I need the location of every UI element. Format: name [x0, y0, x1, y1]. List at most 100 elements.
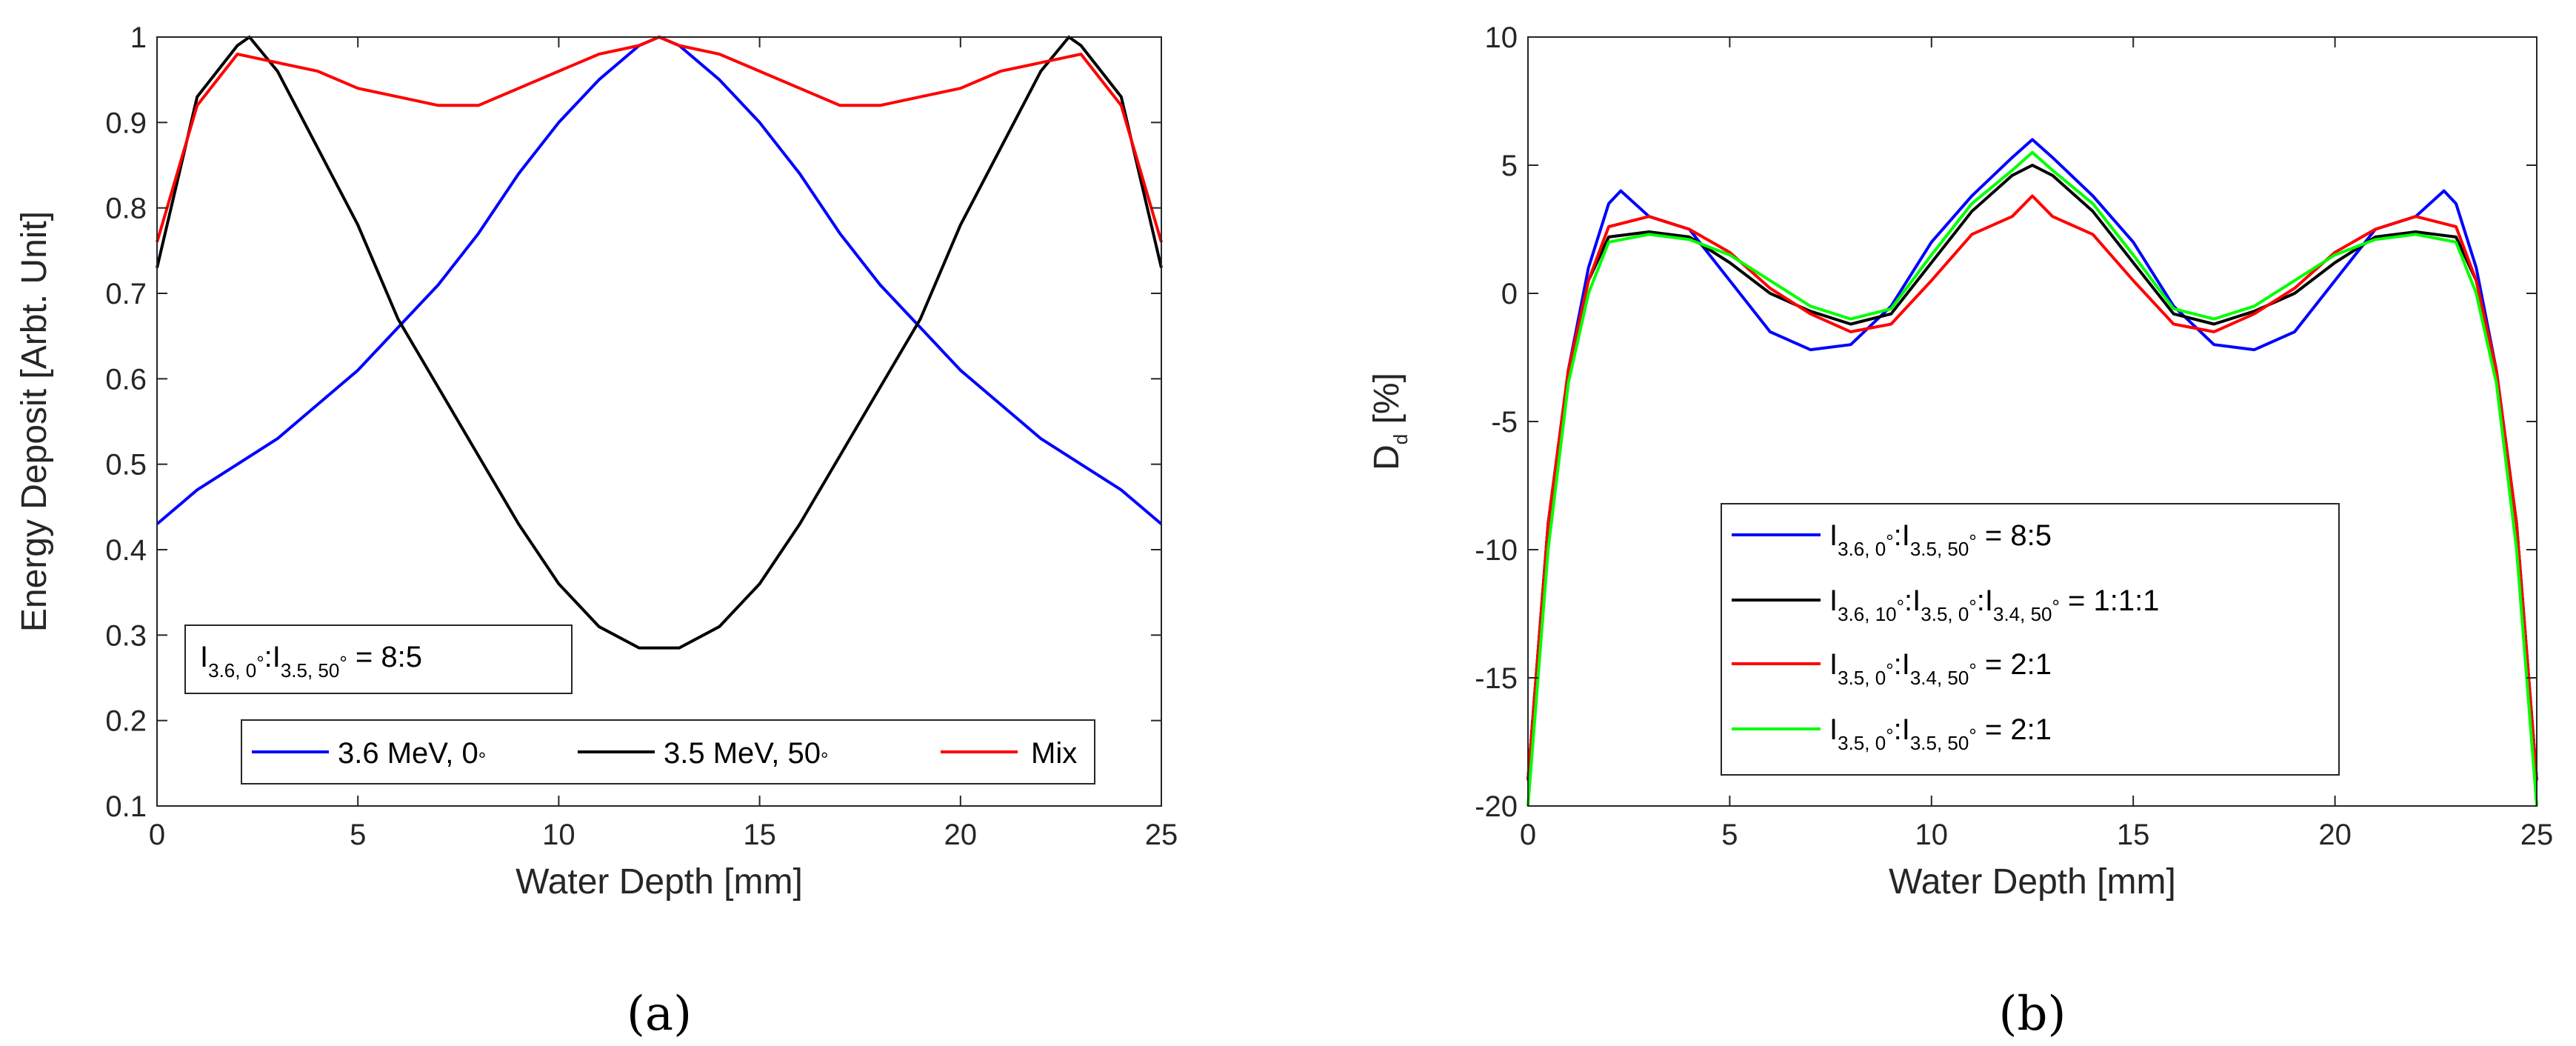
- series-line: [1526, 194, 2538, 781]
- label-part: I: [1829, 584, 1838, 617]
- legend-label: Mix: [1031, 737, 1077, 770]
- x-axis-label: Water Depth [mm]: [515, 862, 803, 902]
- legend-label: 3.6 MeV, 0°: [338, 737, 486, 770]
- x-tick-label: 20: [2318, 819, 2352, 851]
- y-tick-label: -15: [1475, 662, 1518, 695]
- chart-panel-a: 0 5 10 15 20 25 0.1 0.2 0.3 0.4 0.5 0.6 0.7 0.8 0.9 1 Wa…: [15, 21, 1178, 902]
- label-part: I: [1829, 713, 1838, 746]
- label-part: °: [1969, 596, 1976, 618]
- annotation-box: [184, 624, 573, 694]
- legend-label: I3.5, 0°:I3.5, 50° = 2:1: [1829, 713, 2052, 754]
- x-tick-label: 25: [1145, 819, 1178, 851]
- label-part: °: [1886, 530, 1893, 553]
- y-tick-label: -10: [1475, 534, 1518, 567]
- label-part: °: [339, 652, 347, 674]
- label-part: °: [1969, 724, 1976, 747]
- label-part: 3.4, 50: [1993, 603, 2052, 625]
- label-part: :I: [1894, 648, 1910, 681]
- label-part: I: [1829, 519, 1838, 552]
- label-part: :I: [1977, 584, 1993, 617]
- y-tick-label: 0.2: [105, 705, 147, 738]
- y-tick-label: 0.1: [105, 790, 147, 823]
- label-part: 3.5, 0: [1838, 732, 1886, 754]
- label-part: °: [478, 748, 486, 770]
- series-group: [1526, 138, 2538, 807]
- x-tick-label: 15: [743, 819, 776, 851]
- x-tick-label: 25: [2520, 819, 2554, 851]
- x-tick-label: 5: [350, 819, 366, 851]
- series-line: [156, 36, 1163, 525]
- label-part: 3.5, 0: [1838, 667, 1886, 689]
- x-axis-label: Water Depth [mm]: [1889, 862, 2176, 902]
- label-part: °: [1897, 596, 1904, 618]
- y-tick-label: 0.4: [105, 534, 147, 567]
- label-part: 3.5, 50: [1910, 732, 1969, 754]
- series-line: [1526, 138, 2538, 781]
- y-tick-label: 0.8: [105, 193, 147, 225]
- label-part: I: [200, 641, 208, 673]
- x-tick-label: 20: [944, 819, 978, 851]
- y-tick-label: 0.5: [105, 449, 147, 482]
- y-tick-label: 0.7: [105, 278, 147, 310]
- label-part: °: [821, 748, 828, 770]
- panel-caption: (b): [1999, 987, 2066, 1042]
- label-part: 3.5 MeV, 50: [664, 737, 821, 770]
- label-part: 3.6 MeV, 0: [338, 737, 478, 770]
- legend-box: [1721, 503, 2340, 776]
- label-part: 3.4, 50: [1910, 667, 1969, 689]
- y-tick-label: 1: [130, 21, 147, 54]
- label-part: 3.6, 0: [1838, 538, 1886, 560]
- label-part: = 8:5: [347, 641, 422, 673]
- annotation-text: I3.6, 0°:I3.5, 50° = 8:5: [200, 641, 422, 682]
- x-tick-label: 10: [542, 819, 575, 851]
- legend-label: I3.6, 0°:I3.5, 50° = 8:5: [1829, 519, 2052, 560]
- x-tick-label: 0: [149, 819, 165, 851]
- label-part: °: [256, 652, 264, 674]
- label-part: °: [1886, 724, 1893, 747]
- y-axis-label: Dd [%]: [1367, 373, 1412, 470]
- y-tick-label: 5: [1501, 150, 1518, 182]
- axes-box: [156, 36, 1162, 807]
- series-line: [1526, 150, 2538, 807]
- series-line: [156, 36, 1163, 243]
- y-tick-label: 0: [1501, 278, 1518, 310]
- y-label-sub: d: [1389, 434, 1412, 444]
- label-part: 3.5, 0: [1921, 603, 1969, 625]
- panel-caption: (a): [627, 987, 692, 1042]
- label-part: 3.6, 10: [1838, 603, 1897, 625]
- label-part: = 2:1: [1977, 713, 2052, 746]
- label-part: = 8:5: [1977, 519, 2052, 552]
- legend-label: I3.5, 0°:I3.4, 50° = 2:1: [1829, 648, 2052, 689]
- series-group: [156, 36, 1163, 650]
- label-part: °: [1886, 659, 1893, 682]
- legend-label: 3.5 MeV, 50°: [664, 737, 828, 770]
- y-tick-label: 10: [1485, 21, 1518, 54]
- label-part: = 1:1:1: [2060, 584, 2160, 617]
- label-part: :I: [264, 641, 281, 673]
- label-part: 3.6, 0: [208, 659, 256, 682]
- y-tick-label: 0.6: [105, 363, 147, 396]
- x-tick-label: 5: [1721, 819, 1738, 851]
- series-line: [156, 36, 1163, 650]
- label-part: °: [1969, 530, 1976, 553]
- y-tick-label: -5: [1491, 406, 1518, 439]
- label-part: 3.5, 50: [1910, 538, 1969, 560]
- label-part: Mix: [1031, 737, 1077, 770]
- legend-label: I3.6, 10°:I3.5, 0°:I3.4, 50° = 1:1:1: [1829, 584, 2159, 625]
- x-tick-label: 0: [1520, 819, 1536, 851]
- label-part: I: [1829, 648, 1838, 681]
- label-part: :I: [1904, 584, 1921, 617]
- y-tick-label: -20: [1475, 790, 1518, 823]
- label-part: :I: [1894, 713, 1910, 746]
- label-part: 3.5, 50: [281, 659, 340, 682]
- label-part: °: [1969, 659, 1976, 682]
- y-axis-label: Energy Deposit [Arbt. Unit]: [15, 211, 54, 632]
- label-part: = 2:1: [1977, 648, 2052, 681]
- chart-panel-b: 0 5 10 15 20 25 -20 -15 -10 -5 0 5 10 Water Depth [mm…: [1367, 21, 2553, 902]
- y-tick-label: 0.3: [105, 619, 147, 652]
- label-part: :I: [1894, 519, 1910, 552]
- y-label-rest: [%]: [1367, 373, 1407, 434]
- y-tick-label: 0.9: [105, 107, 147, 139]
- y-label-main: D: [1367, 444, 1407, 470]
